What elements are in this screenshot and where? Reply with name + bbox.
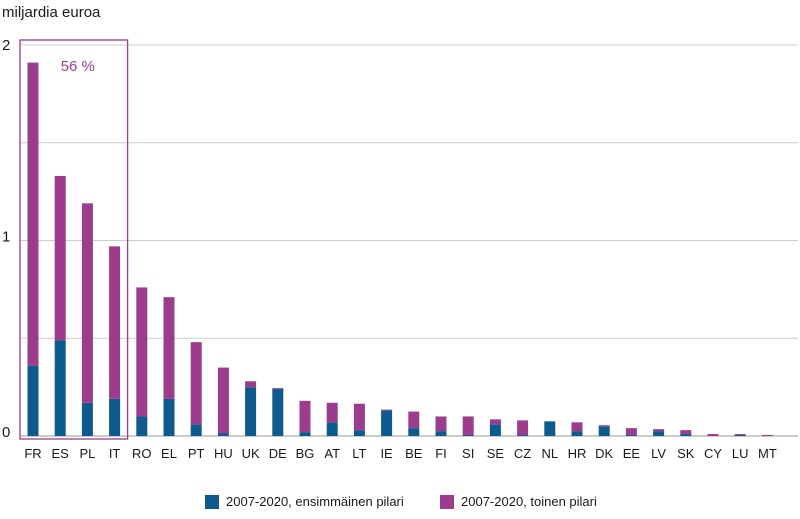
chart: miljardia euroa 0 1 2 FR ES PL IT RO EL PT HU UK DE…	[2, 4, 798, 461]
x-tick-label: LU	[732, 446, 749, 461]
x-tick-label: LV	[651, 446, 666, 461]
x-tick-label: SI	[462, 446, 474, 461]
bar-second-pillar-de	[272, 388, 284, 390]
bar-second-pillar-at	[326, 402, 338, 423]
legend-label-first-pillar: 2007-2020, ensimmäinen pilari	[226, 494, 404, 509]
legend-item-first-pillar: 2007-2020, ensimmäinen pilari	[205, 494, 404, 509]
bar-first-pillar-sk	[680, 434, 692, 436]
bar-first-pillar-it	[109, 398, 121, 436]
bar-second-pillar-hu	[217, 367, 229, 434]
bar-first-pillar-be	[408, 428, 420, 436]
bar-first-pillar-bg	[299, 432, 311, 436]
bar-first-pillar-fr	[27, 365, 39, 436]
bar-second-pillar-es	[54, 175, 66, 341]
bar-first-pillar-dk	[598, 426, 610, 436]
bar-first-pillar-fi	[435, 431, 447, 436]
bar-first-pillar-ro	[136, 416, 148, 436]
x-tick-label: HU	[214, 446, 233, 461]
x-tick-label: ES	[52, 446, 70, 461]
x-tick-label: LT	[352, 446, 366, 461]
bar-first-pillar-cz	[517, 435, 529, 436]
x-tick-label: BE	[405, 446, 423, 461]
x-tick-label: CZ	[514, 446, 531, 461]
x-tick-label: HR	[568, 446, 587, 461]
bar-second-pillar-ie	[381, 409, 393, 411]
legend: 2007-2020, ensimmäinen pilari 2007-2020,…	[0, 494, 800, 516]
x-tick-label: BG	[296, 446, 315, 461]
bar-first-pillar-at	[326, 422, 338, 436]
bars	[27, 62, 773, 436]
bar-second-pillar-ee	[625, 428, 637, 436]
legend-item-second-pillar: 2007-2020, toinen pilari	[440, 494, 597, 509]
bar-second-pillar-pt	[190, 342, 202, 425]
bar-second-pillar-dk	[598, 425, 610, 427]
bar-first-pillar-pt	[190, 424, 202, 436]
bar-second-pillar-lu	[734, 434, 746, 436]
bar-second-pillar-sk	[680, 430, 692, 435]
x-tick-label: PL	[79, 446, 95, 461]
bar-first-pillar-ie	[381, 410, 393, 436]
x-tick-label: MT	[758, 446, 777, 461]
x-tick-label: DK	[595, 446, 613, 461]
x-tick-label: EL	[161, 446, 177, 461]
bar-second-pillar-it	[109, 246, 121, 399]
x-tick-label: SE	[487, 446, 505, 461]
highlight-box	[19, 39, 129, 440]
y-axis-label: miljardia euroa	[2, 4, 101, 21]
y-tick-label: 0	[2, 424, 10, 441]
bar-second-pillar-cy	[707, 434, 719, 436]
bar-second-pillar-pl	[81, 203, 93, 403]
bar-first-pillar-lv	[653, 431, 665, 436]
bar-second-pillar-be	[408, 411, 420, 429]
y-tick-label: 1	[2, 229, 10, 246]
y-tick-labels: 0 1 2	[2, 37, 10, 441]
x-tick-label: SK	[677, 446, 695, 461]
x-tick-label: FR	[24, 446, 41, 461]
x-tick-label: PT	[188, 446, 205, 461]
bar-second-pillar-hr	[571, 422, 583, 432]
bar-second-pillar-si	[462, 416, 474, 436]
bar-first-pillar-de	[272, 389, 284, 436]
bar-first-pillar-si	[462, 435, 474, 436]
bar-first-pillar-hr	[571, 431, 583, 436]
x-tick-label: AT	[324, 446, 340, 461]
bar-second-pillar-lt	[353, 403, 365, 431]
legend-swatch-first-pillar	[205, 494, 219, 509]
bar-second-pillar-bg	[299, 400, 311, 433]
x-tick-label: RO	[132, 446, 152, 461]
x-tick-label: IT	[109, 446, 121, 461]
bar-first-pillar-el	[163, 398, 175, 436]
bar-first-pillar-lt	[353, 430, 365, 436]
bar-second-pillar-uk	[245, 381, 257, 388]
x-tick-label: DE	[269, 446, 287, 461]
bar-second-pillar-ro	[136, 287, 148, 417]
x-tick-label: CY	[704, 446, 722, 461]
bar-first-pillar-pl	[81, 402, 93, 436]
bar-first-pillar-nl	[544, 421, 556, 436]
bar-second-pillar-el	[163, 297, 175, 399]
bar-first-pillar-hu	[217, 433, 229, 436]
x-tick-label: IE	[380, 446, 393, 461]
x-tick-labels: FR ES PL IT RO EL PT HU UK DE BG AT LT IE BE FI SI SE CZ NL…	[24, 446, 777, 461]
x-tick-label: EE	[623, 446, 641, 461]
x-tick-label: NL	[541, 446, 558, 461]
bar-second-pillar-fr	[27, 62, 39, 366]
bar-first-pillar-ee	[625, 435, 637, 436]
bar-second-pillar-cz	[517, 420, 529, 436]
bar-second-pillar-se	[489, 419, 501, 425]
bar-second-pillar-fi	[435, 416, 447, 432]
bar-second-pillar-mt	[761, 435, 773, 436]
legend-label-second-pillar: 2007-2020, toinen pilari	[461, 494, 597, 509]
y-tick-label: 2	[2, 37, 10, 54]
bar-first-pillar-lu	[734, 435, 746, 436]
bar-first-pillar-se	[489, 424, 501, 436]
legend-swatch-second-pillar	[440, 494, 454, 509]
x-tick-label: FI	[435, 446, 447, 461]
x-tick-label: UK	[242, 446, 260, 461]
highlight-annotation: 56 %	[61, 58, 95, 75]
bar-first-pillar-es	[54, 340, 66, 436]
bar-first-pillar-uk	[245, 387, 257, 436]
bar-second-pillar-lv	[653, 429, 665, 432]
